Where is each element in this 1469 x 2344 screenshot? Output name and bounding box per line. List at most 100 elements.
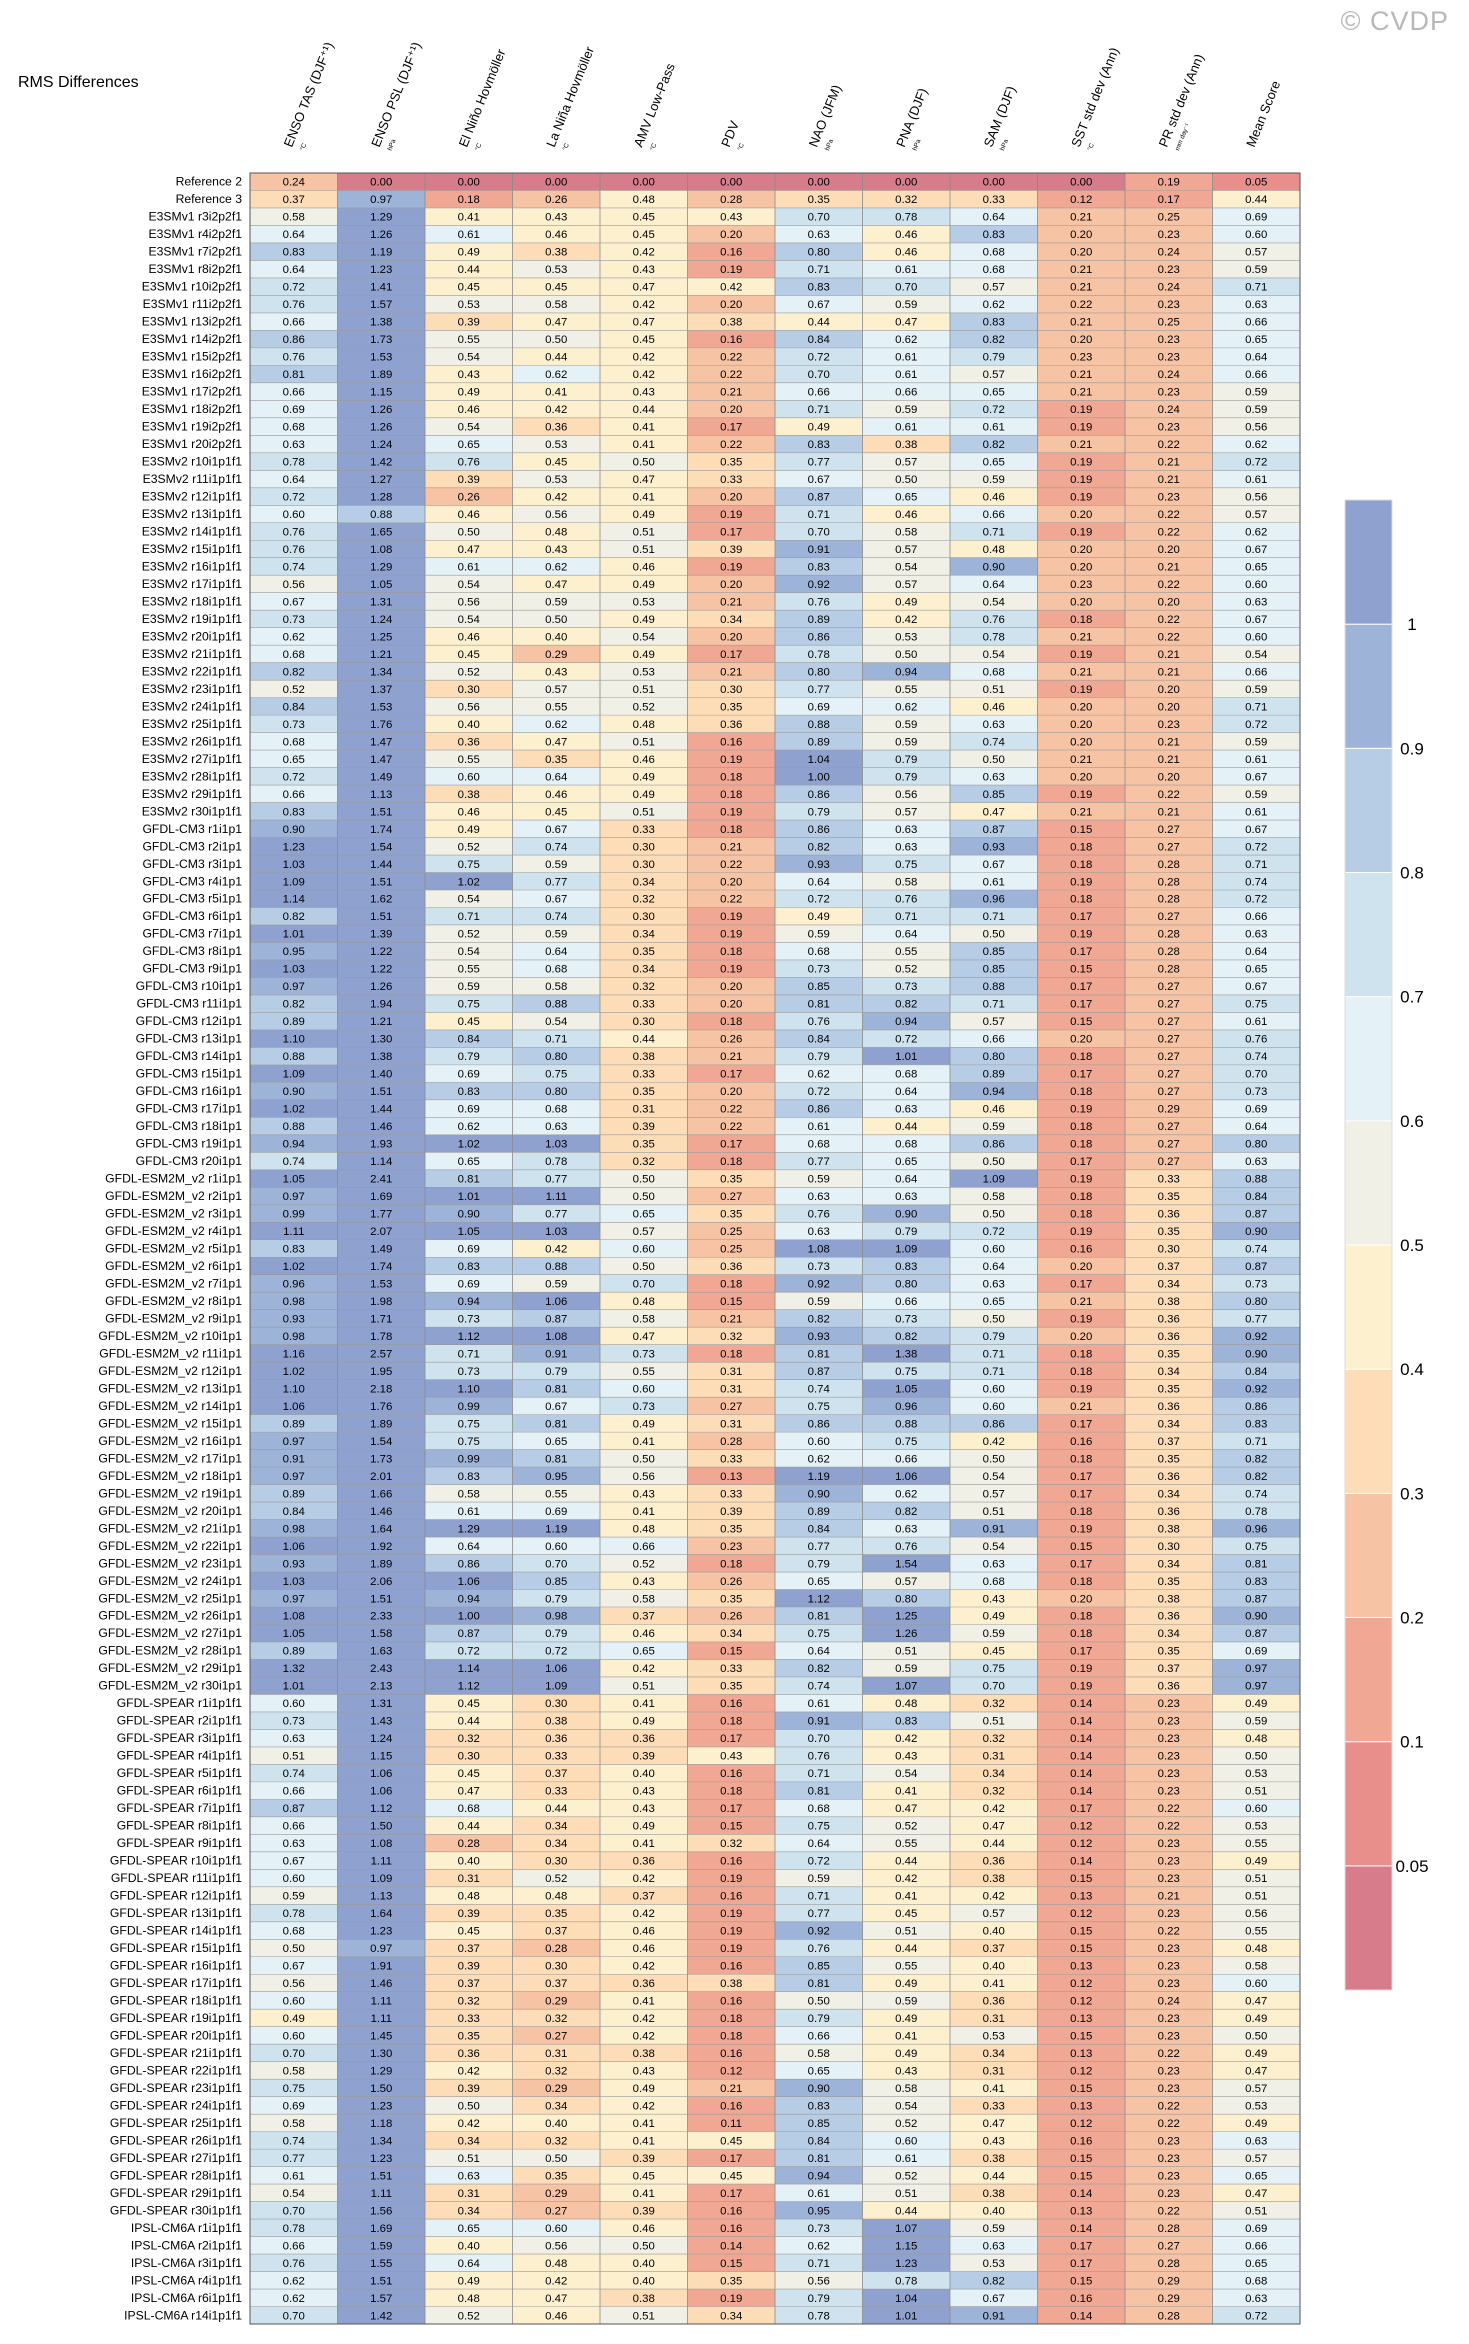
heatmap-cell bbox=[600, 2201, 688, 2220]
heatmap-cell bbox=[687, 557, 775, 576]
cell-value: 0.49 bbox=[1245, 2048, 1267, 2060]
heatmap-cell bbox=[950, 330, 1038, 348]
cell-value: 0.82 bbox=[895, 1331, 917, 1343]
heatmap-cell bbox=[950, 1047, 1038, 1065]
heatmap-cell bbox=[600, 1641, 688, 1660]
cell-value: 0.12 bbox=[1070, 1978, 1092, 1990]
heatmap-cell bbox=[1125, 207, 1213, 226]
heatmap-cell bbox=[512, 1729, 600, 1747]
cell-value: 0.22 bbox=[1158, 2100, 1180, 2112]
cell-value: 0.37 bbox=[283, 194, 305, 206]
heatmap-cell bbox=[1037, 1064, 1125, 1083]
cell-value: 0.36 bbox=[1158, 1313, 1180, 1325]
heatmap-cell bbox=[687, 260, 775, 278]
heatmap-cell bbox=[1125, 1344, 1213, 1363]
cell-value: 0.34 bbox=[1158, 1366, 1180, 1378]
heatmap-cell bbox=[600, 1676, 688, 1695]
cell-value: 1.23 bbox=[370, 2100, 392, 2112]
cell-value: 0.34 bbox=[633, 964, 655, 976]
cell-value: 0.57 bbox=[983, 282, 1005, 294]
cell-value: 1.15 bbox=[370, 1751, 392, 1763]
heatmap-cell bbox=[687, 820, 775, 838]
heatmap-cell bbox=[1037, 994, 1125, 1013]
colorbar-label: 0.2 bbox=[1400, 1609, 1424, 1628]
cell-value: 0.49 bbox=[1245, 1698, 1267, 1710]
heatmap-cell bbox=[512, 190, 600, 208]
cell-value: 0.21 bbox=[1158, 561, 1180, 573]
row-label: GFDL-CM3 r16i1p1 bbox=[136, 1084, 243, 1098]
heatmap-cell bbox=[950, 1851, 1038, 1870]
heatmap-cell bbox=[512, 767, 600, 786]
cell-value: 0.44 bbox=[983, 1838, 1005, 1850]
heatmap-cell bbox=[1037, 924, 1125, 943]
heatmap-cell bbox=[775, 820, 863, 838]
heatmap-cell bbox=[950, 2219, 1038, 2237]
cell-value: 0.84 bbox=[808, 1034, 830, 1046]
heatmap-cell bbox=[337, 1519, 425, 1538]
cell-value: 0.42 bbox=[720, 282, 742, 294]
heatmap-cell bbox=[950, 1974, 1038, 1992]
cell-value: 0.81 bbox=[1245, 1558, 1267, 1570]
cell-value: 0.60 bbox=[983, 1383, 1005, 1395]
heatmap-cell bbox=[687, 382, 775, 401]
cell-value: 0.21 bbox=[1070, 754, 1092, 766]
cell-value: 1.11 bbox=[371, 1995, 392, 2007]
cell-value: 0.72 bbox=[1245, 2310, 1267, 2322]
heatmap-cell bbox=[337, 610, 425, 628]
heatmap-cell bbox=[337, 837, 425, 856]
cell-value: 0.17 bbox=[1070, 2240, 1092, 2252]
cell-value: 1.31 bbox=[370, 596, 392, 608]
heatmap-cell bbox=[600, 1921, 688, 1940]
cell-value: 0.74 bbox=[1245, 1488, 1267, 1500]
heatmap-cell bbox=[950, 557, 1038, 576]
heatmap-cell bbox=[1212, 680, 1300, 698]
cell-value: 0.22 bbox=[1158, 1821, 1180, 1833]
cell-value: 0.68 bbox=[283, 736, 305, 748]
cell-value: 0.46 bbox=[983, 1104, 1005, 1116]
heatmap-cell bbox=[950, 2114, 1038, 2132]
cell-value: 0.79 bbox=[808, 2293, 830, 2305]
heatmap-cell bbox=[1037, 190, 1125, 208]
heatmap-cell bbox=[1125, 1834, 1213, 1852]
heatmap-cell bbox=[1037, 1257, 1125, 1275]
heatmap-cell bbox=[337, 1152, 425, 1170]
heatmap-cell bbox=[775, 645, 863, 663]
cell-value: 1.53 bbox=[370, 352, 392, 364]
heatmap-cell bbox=[425, 2026, 513, 2045]
cell-value: 0.19 bbox=[1070, 684, 1092, 696]
cell-value: 0.40 bbox=[633, 2258, 655, 2270]
heatmap-cell bbox=[862, 1746, 950, 1765]
cell-value: 0.27 bbox=[1158, 1069, 1180, 1081]
heatmap-cell bbox=[1212, 487, 1300, 506]
heatmap-cell bbox=[600, 802, 688, 821]
heatmap-cell bbox=[1037, 1204, 1125, 1223]
heatmap-cell bbox=[687, 242, 775, 261]
cell-value: 0.79 bbox=[895, 771, 917, 783]
heatmap-cell bbox=[687, 1956, 775, 1975]
cell-value: 0.81 bbox=[808, 999, 830, 1011]
cell-value: 0.64 bbox=[283, 474, 305, 486]
cell-value: 0.19 bbox=[720, 509, 742, 521]
row-label: E3SMv1 r8i2p2f1 bbox=[149, 262, 243, 276]
heatmap-cell bbox=[1212, 330, 1300, 348]
cell-value: 0.71 bbox=[808, 509, 830, 521]
heatmap-cell bbox=[950, 312, 1038, 331]
heatmap-cell bbox=[1037, 1309, 1125, 1328]
heatmap-cell bbox=[1037, 2114, 1125, 2132]
heatmap-cell bbox=[425, 1781, 513, 1800]
heatmap-cell bbox=[1037, 1099, 1125, 1118]
cell-value: 0.59 bbox=[1245, 264, 1267, 276]
heatmap-cell bbox=[862, 1589, 950, 1607]
cell-value: 0.59 bbox=[458, 981, 480, 993]
cell-value: 0.51 bbox=[895, 1926, 917, 1938]
heatmap-cell bbox=[1212, 1694, 1300, 1712]
cell-value: 0.63 bbox=[283, 1838, 305, 1850]
heatmap-cell bbox=[1037, 1956, 1125, 1975]
cell-value: 1.51 bbox=[370, 876, 392, 888]
heatmap-cell bbox=[687, 1886, 775, 1905]
cell-value: 0.71 bbox=[983, 999, 1005, 1011]
cell-value: 0.62 bbox=[983, 299, 1005, 311]
heatmap-cell bbox=[950, 1519, 1038, 1538]
heatmap-cell bbox=[1125, 715, 1213, 733]
cell-value: 0.91 bbox=[808, 544, 830, 556]
